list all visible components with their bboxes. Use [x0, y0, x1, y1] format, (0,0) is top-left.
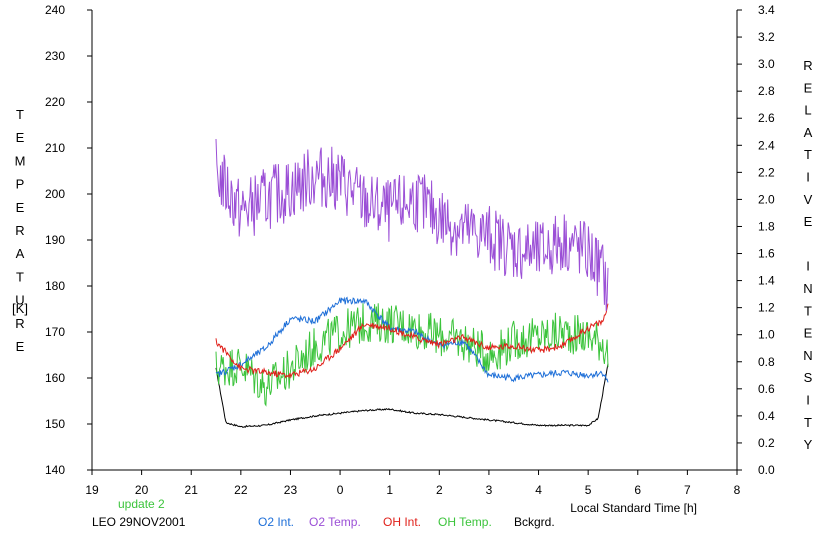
y-right-tick-label: 1.6	[758, 247, 775, 261]
y-right-tick-label: 2.4	[758, 138, 775, 152]
y-right-tick-label: 0.0	[758, 463, 775, 477]
legend: O2 Int. O2 Temp. OH Int. OH Temp. Bckgrd.	[258, 515, 555, 529]
update-label: update 2	[118, 497, 165, 511]
y-right-tick-label: 1.2	[758, 301, 775, 315]
x-tick-label: 1	[386, 483, 393, 497]
y-right-tick-label: 3.0	[758, 57, 775, 71]
x-tick-label: 2	[436, 483, 443, 497]
bottom-ticks: 19 20 21 22 23 0 1 2 3 4 5 6 7 8	[85, 470, 741, 497]
y-left-tick-label: 230	[45, 49, 65, 63]
y-right-tick-label: 0.4	[758, 409, 775, 423]
left-axis-label-letter: A	[16, 246, 25, 261]
legend-entry: OH Int.	[383, 515, 421, 529]
right-axis-label-letter: I	[806, 393, 810, 408]
left-axis-label-letter: P	[16, 177, 25, 192]
right-axis-label-letter: T	[804, 415, 812, 430]
y-left-tick-label: 220	[45, 95, 65, 109]
y-left-tick-label: 160	[45, 371, 65, 385]
series-line-o2-int	[215, 296, 609, 383]
x-tick-label: 0	[337, 483, 344, 497]
right-axis-label-letter: N	[803, 348, 812, 363]
right-axis-label-letter: I	[806, 259, 810, 274]
y-left-tick-label: 240	[45, 3, 65, 17]
right-axis-label-letter: E	[804, 326, 813, 341]
y-right-tick-label: 0.2	[758, 436, 775, 450]
series-line-oh-int	[215, 303, 609, 379]
right-axis-label-letter: R	[803, 58, 812, 73]
left-ticks: 140 150 160 170 180 190 200 210 220 230 240	[45, 3, 92, 477]
y-left-tick-label: 190	[45, 233, 65, 247]
y-right-tick-label: 3.4	[758, 3, 775, 17]
legend-entry: OH Temp.	[438, 515, 492, 529]
x-tick-label: 7	[684, 483, 691, 497]
y-left-tick-label: 150	[45, 417, 65, 431]
legend-entry: O2 Temp.	[309, 515, 361, 529]
left-axis-label-letter: M	[15, 153, 26, 168]
right-axis-label-letter: I	[806, 170, 810, 185]
left-axis-label-letter: T	[16, 107, 24, 122]
right-axis-label-letter: Y	[804, 437, 813, 452]
x-tick-label: 19	[85, 483, 99, 497]
x-tick-label: 21	[185, 483, 199, 497]
x-tick-label: 5	[585, 483, 592, 497]
y-right-tick-label: 1.8	[758, 219, 775, 233]
x-tick-label: 22	[234, 483, 248, 497]
y-left-tick-label: 140	[45, 463, 65, 477]
right-axis-label-letter: E	[804, 214, 813, 229]
station-label: LEO 29NOV2001	[92, 515, 186, 529]
plot-frame	[91, 10, 738, 471]
y-right-tick-label: 2.6	[758, 111, 775, 125]
y-left-tick-label: 180	[45, 279, 65, 293]
right-axis-label-letter: L	[804, 103, 811, 118]
right-axis-label-letter: V	[804, 192, 813, 207]
left-axis-label-letter: U	[15, 293, 24, 308]
left-axis-label-letter: R	[15, 316, 24, 331]
y-left-tick-label: 170	[45, 325, 65, 339]
left-axis-label-letter: T	[16, 269, 24, 284]
y-right-tick-label: 2.2	[758, 165, 775, 179]
y-right-tick-label: 2.8	[758, 84, 775, 98]
legend-entry: Bckgrd.	[514, 515, 555, 529]
left-axis-label-letter: E	[16, 130, 25, 145]
right-axis-label-letter: S	[804, 370, 813, 385]
legend-entry: O2 Int.	[258, 515, 294, 529]
x-tick-label: 23	[284, 483, 298, 497]
series-layer	[215, 138, 609, 428]
y-right-tick-label: 3.2	[758, 30, 775, 44]
left-axis-label-letter: E	[16, 200, 25, 215]
x-tick-label: 4	[535, 483, 542, 497]
right-axis-label-letter: T	[804, 147, 812, 162]
series-line-oh-temp	[215, 303, 609, 407]
y-right-tick-label: 0.8	[758, 355, 775, 369]
x-tick-label: 3	[486, 483, 493, 497]
right-ticks: 0.0 0.2 0.4 0.6 0.8 1.0 1.2 1.4 1.6 1.8 2.0 2.2 2.4 2…	[737, 3, 775, 477]
left-axis-label-letter: E	[16, 339, 25, 354]
x-tick-label: 20	[135, 483, 149, 497]
right-axis-label-letter: T	[804, 303, 812, 318]
y-left-tick-label: 210	[45, 141, 65, 155]
left-axis-label-letter: R	[15, 223, 24, 238]
series-line-bckgrd	[215, 363, 609, 428]
y-right-tick-label: 2.0	[758, 192, 775, 206]
y-right-tick-label: 1.4	[758, 274, 775, 288]
x-axis-label: Local Standard Time [h]	[570, 501, 697, 515]
y-left-tick-label: 200	[45, 187, 65, 201]
left-axis-unit: [K]	[12, 301, 28, 316]
x-tick-label: 8	[734, 483, 741, 497]
right-axis-label-letter: A	[804, 125, 813, 140]
y-right-tick-label: 0.6	[758, 382, 775, 396]
y-right-tick-label: 1.0	[758, 328, 775, 342]
right-axis-label-letter: N	[803, 281, 812, 296]
right-axis-label-letter: E	[804, 80, 813, 95]
series-line-o2-temp	[215, 138, 609, 312]
x-tick-label: 6	[634, 483, 641, 497]
